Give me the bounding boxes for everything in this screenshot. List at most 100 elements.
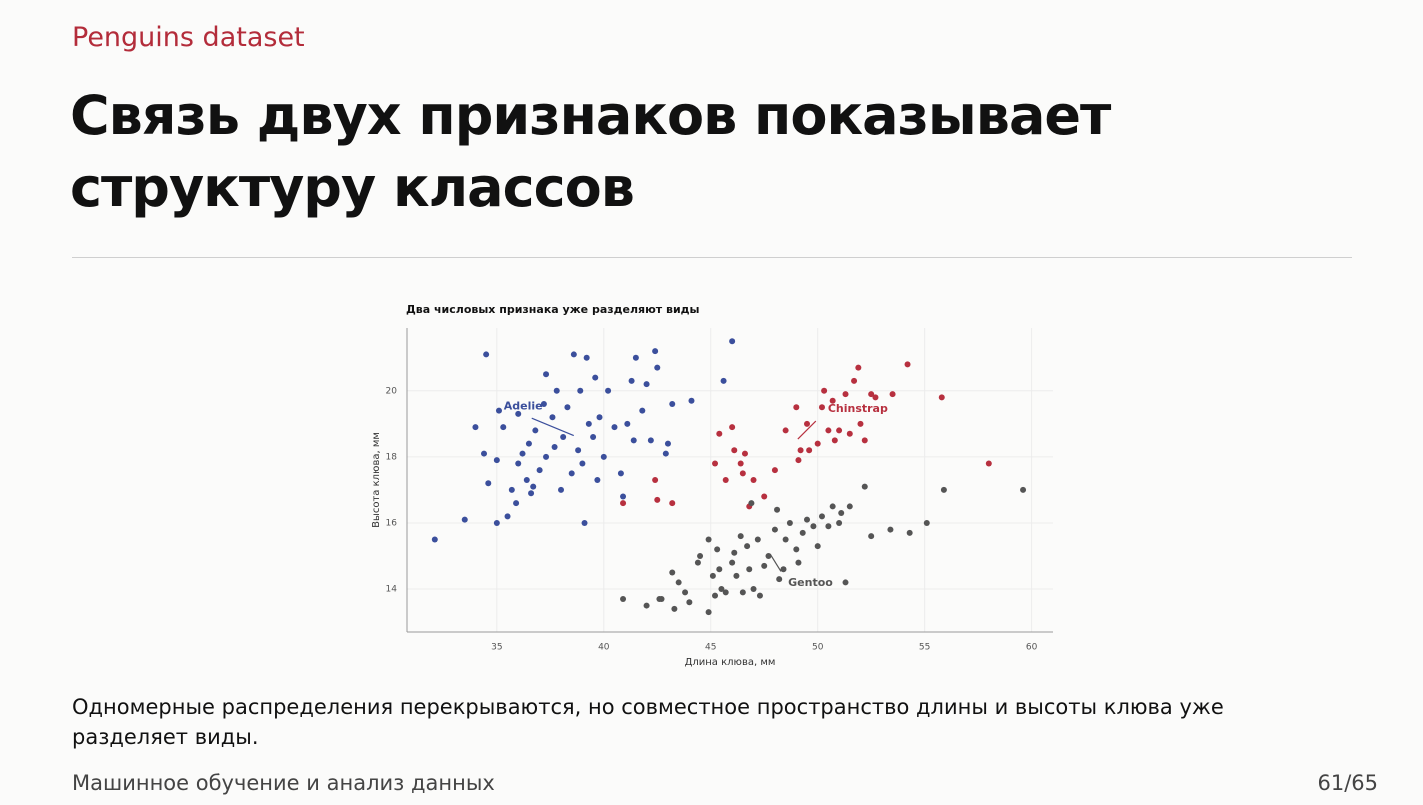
point: [652, 477, 659, 483]
point: [481, 450, 488, 457]
series-label: Adelie: [504, 400, 543, 413]
point: [771, 526, 778, 533]
point: [786, 519, 793, 526]
point: [596, 414, 603, 421]
y-tick-label: 16: [386, 518, 398, 528]
point: [669, 500, 676, 507]
point: [564, 404, 571, 411]
point: [620, 595, 627, 602]
point: [774, 506, 781, 513]
series-label: Gentoo: [788, 576, 833, 589]
point: [795, 457, 802, 464]
point: [761, 493, 768, 500]
point: [709, 572, 716, 579]
kicker: Penguins dataset: [72, 22, 305, 53]
point: [718, 586, 725, 593]
point: [579, 460, 586, 467]
point: [814, 543, 821, 550]
point: [654, 364, 661, 371]
y-tick-label: 20: [386, 386, 398, 396]
chart: Два числовых признака уже разделяют виды…: [371, 303, 1053, 668]
body-text: Одномерные распределения перекрываются, …: [72, 695, 1224, 749]
point: [750, 477, 757, 483]
point: [748, 500, 755, 507]
chart-title: Два числовых признака уже разделяют виды: [406, 303, 700, 316]
point: [590, 434, 597, 441]
point: [861, 437, 868, 444]
point: [776, 576, 783, 583]
footer-course: Машинное обучение и анализ данных: [72, 771, 495, 795]
point: [585, 420, 592, 427]
point: [519, 450, 526, 457]
point: [643, 602, 650, 609]
point: [493, 457, 500, 464]
point: [857, 420, 864, 427]
point: [716, 430, 723, 437]
point: [836, 519, 843, 526]
x-tick-label: 45: [705, 643, 716, 653]
point: [722, 477, 729, 483]
point: [523, 477, 530, 483]
point: [504, 513, 511, 520]
point: [744, 543, 751, 550]
point: [842, 579, 849, 586]
point: [720, 377, 727, 384]
point: [940, 486, 947, 493]
point: [558, 486, 565, 493]
point: [472, 424, 479, 431]
x-axis-label: Длина клюва, мм: [685, 657, 776, 668]
point: [793, 404, 800, 411]
point: [551, 443, 558, 450]
point: [493, 519, 500, 526]
point: [1020, 486, 1027, 493]
point: [553, 387, 560, 394]
point: [682, 589, 689, 596]
point: [581, 519, 588, 526]
point: [600, 453, 607, 460]
point: [851, 377, 858, 384]
point: [628, 377, 635, 384]
point: [624, 420, 631, 427]
point: [782, 427, 789, 434]
point: [818, 404, 825, 411]
annotation-line: [769, 553, 782, 572]
point: [570, 351, 577, 358]
point: [797, 447, 804, 454]
point: [639, 407, 646, 414]
point: [675, 579, 682, 586]
point: [861, 483, 868, 490]
point: [500, 424, 507, 431]
x-tick-label: 50: [812, 643, 824, 653]
point: [872, 394, 879, 401]
point: [729, 424, 736, 431]
point: [771, 467, 778, 474]
point: [923, 519, 930, 526]
annotation-line: [797, 420, 817, 440]
point: [729, 338, 736, 345]
point: [577, 387, 584, 394]
x-tick-label: 55: [919, 643, 930, 653]
point: [846, 503, 853, 510]
point: [495, 407, 502, 414]
point: [739, 470, 746, 477]
point: [483, 351, 490, 358]
y-tick-label: 18: [386, 452, 398, 462]
point: [712, 460, 719, 467]
point: [592, 374, 599, 381]
point: [543, 453, 550, 460]
point: [461, 516, 468, 523]
point: [804, 420, 811, 427]
point: [737, 460, 744, 467]
annotation-line: [531, 417, 574, 437]
point: [664, 440, 671, 447]
point: [818, 513, 825, 520]
point: [630, 437, 637, 444]
point: [733, 572, 740, 579]
x-tick-label: 35: [491, 643, 502, 653]
point: [705, 536, 712, 543]
x-tick-label: 40: [598, 643, 610, 653]
y-tick-label: 14: [386, 585, 398, 595]
point: [530, 483, 537, 490]
point: [536, 467, 543, 474]
